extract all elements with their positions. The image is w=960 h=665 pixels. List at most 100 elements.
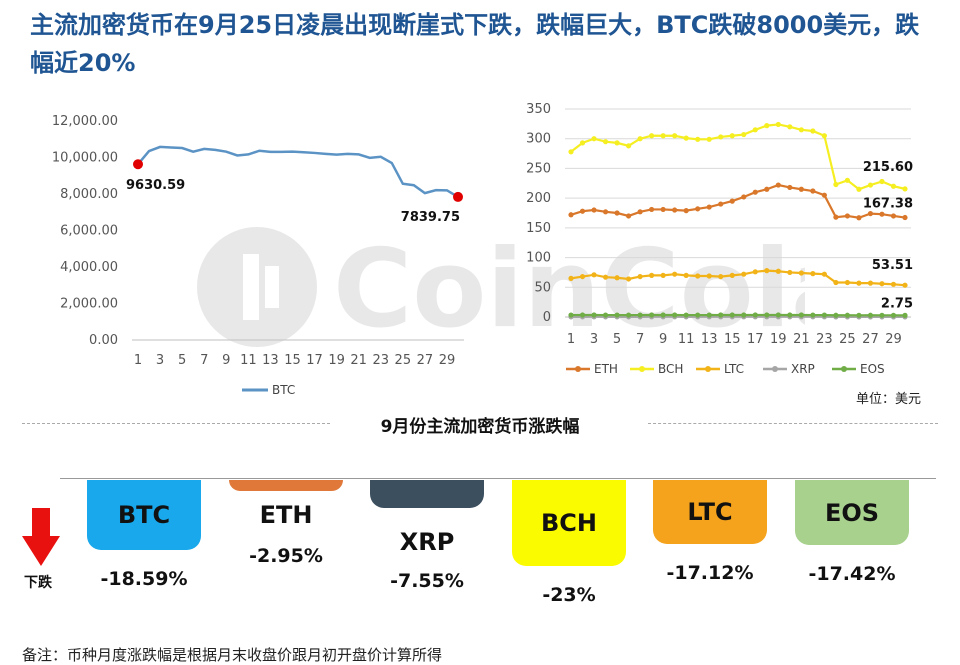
change-pct-xrp: -7.55% [362,570,492,592]
data-point-eth [833,215,838,220]
data-point-bch [787,124,792,129]
data-point-eos [730,312,735,317]
change-bar-xrp: XRP [370,480,484,508]
data-point-eth [649,207,654,212]
data-point-eos [684,312,689,317]
data-point-bch [649,133,654,138]
series-line-eth [571,185,905,218]
data-point-ltc [568,276,573,281]
data-point-eos [810,312,815,317]
data-point-bch [695,137,700,142]
legend-marker-eth [575,366,581,372]
y-tick-label: 0.00 [89,333,118,348]
data-point-eth [764,187,769,192]
data-point-eth [810,188,815,193]
data-point-eth [603,209,608,214]
y-tick-label: 10,000.00 [52,151,118,166]
data-point-ltc [672,272,677,277]
y-tick-label: 2,000.00 [60,297,118,312]
data-point-bch [856,187,861,192]
data-point-ltc [638,274,643,279]
highlight-point [453,192,463,202]
data-point-eos [580,312,585,317]
data-point-eos [902,313,907,318]
change-pct-eth: -2.95% [221,545,351,567]
data-point-eos [603,312,608,317]
data-point-eth [891,213,896,218]
series-line-bch [571,124,905,189]
change-bar-label: ETH [229,501,343,529]
data-point-ltc [891,282,896,287]
data-point-ltc [856,281,861,286]
data-point-bch [638,136,643,141]
data-point-eth [614,210,619,215]
data-point-eos [764,312,769,317]
data-point-eth [707,204,712,209]
x-tick-label: 9 [659,332,667,347]
data-point-bch [868,182,873,187]
x-tick-label: 11 [240,353,257,368]
data-point-eos [568,312,573,317]
legend-label-ltc: LTC [724,362,744,376]
x-tick-label: 17 [747,332,764,347]
data-point-bch [776,122,781,127]
data-point-eth [776,182,781,187]
y-tick-label: 6,000.00 [60,224,118,239]
change-pct-eos: -17.42% [787,563,917,585]
data-point-eos [707,312,712,317]
x-tick-label: 27 [862,332,879,347]
data-point-eos [649,312,654,317]
data-point-eos [591,312,596,317]
y-tick-label: 300 [526,132,551,147]
data-point-ltc [833,280,838,285]
x-tick-label: 25 [395,353,412,368]
change-bar-eth: ETH [229,480,343,491]
x-tick-label: 25 [839,332,856,347]
x-tick-label: 23 [816,332,833,347]
btc-data-label: 7839.75 [401,210,460,225]
alt-data-label-eth: 167.38 [863,197,913,212]
data-point-bch [810,128,815,133]
data-point-bch [833,182,838,187]
x-tick-label: 21 [793,332,810,347]
change-pct-ltc: -17.12% [645,562,775,584]
x-tick-label: 27 [417,353,434,368]
data-point-ltc [753,269,758,274]
x-tick-label: 13 [262,353,279,368]
data-point-ltc [902,283,907,288]
y-tick-label: 0 [543,310,551,325]
y-tick-label: 12,000.00 [52,114,118,129]
data-point-eth [591,207,596,212]
alt-data-label-eos: 2.75 [881,296,913,311]
data-point-eth [695,206,700,211]
data-point-ltc [741,272,746,277]
data-point-eos [661,312,666,317]
x-tick-label: 11 [678,332,695,347]
unit-label: 单位：美元 [856,388,921,407]
down-arrow-icon [22,508,62,570]
x-tick-label: 9 [222,353,230,368]
data-point-bch [661,133,666,138]
series-line-ltc [571,271,905,286]
data-point-ltc [730,273,735,278]
alt-data-label-ltc: 53.51 [872,258,913,273]
data-point-bch [741,132,746,137]
data-point-eth [753,190,758,195]
change-bar-label: BTC [118,501,170,529]
legend-label-eth: ETH [594,362,618,376]
data-point-eth [741,194,746,199]
data-point-eth [787,185,792,190]
data-point-eth [672,207,677,212]
legend-label-bch: BCH [658,362,683,376]
y-tick-label: 200 [526,191,551,206]
y-tick-label: 350 [526,102,551,117]
data-point-eth [626,213,631,218]
data-point-bch [707,137,712,142]
x-tick-label: 7 [200,353,208,368]
change-bar-label: XRP [370,528,484,556]
data-point-ltc [787,270,792,275]
data-point-ltc [649,273,654,278]
change-bar-eos: EOS [795,480,909,545]
x-tick-label: 19 [770,332,787,347]
